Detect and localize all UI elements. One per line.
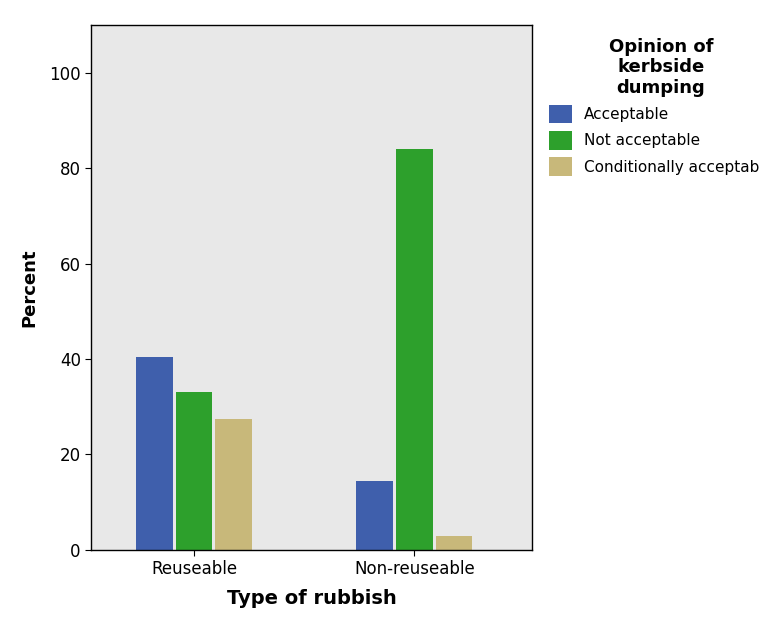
X-axis label: Type of rubbish: Type of rubbish <box>226 590 397 609</box>
Bar <box>215 418 252 550</box>
Bar <box>396 149 433 550</box>
Bar <box>176 392 213 550</box>
Bar <box>356 481 393 550</box>
Y-axis label: Percent: Percent <box>20 248 38 327</box>
Bar <box>435 535 473 550</box>
Legend: Acceptable, Not acceptable, Conditionally acceptable: Acceptable, Not acceptable, Conditionall… <box>544 33 760 181</box>
Bar <box>136 356 173 550</box>
